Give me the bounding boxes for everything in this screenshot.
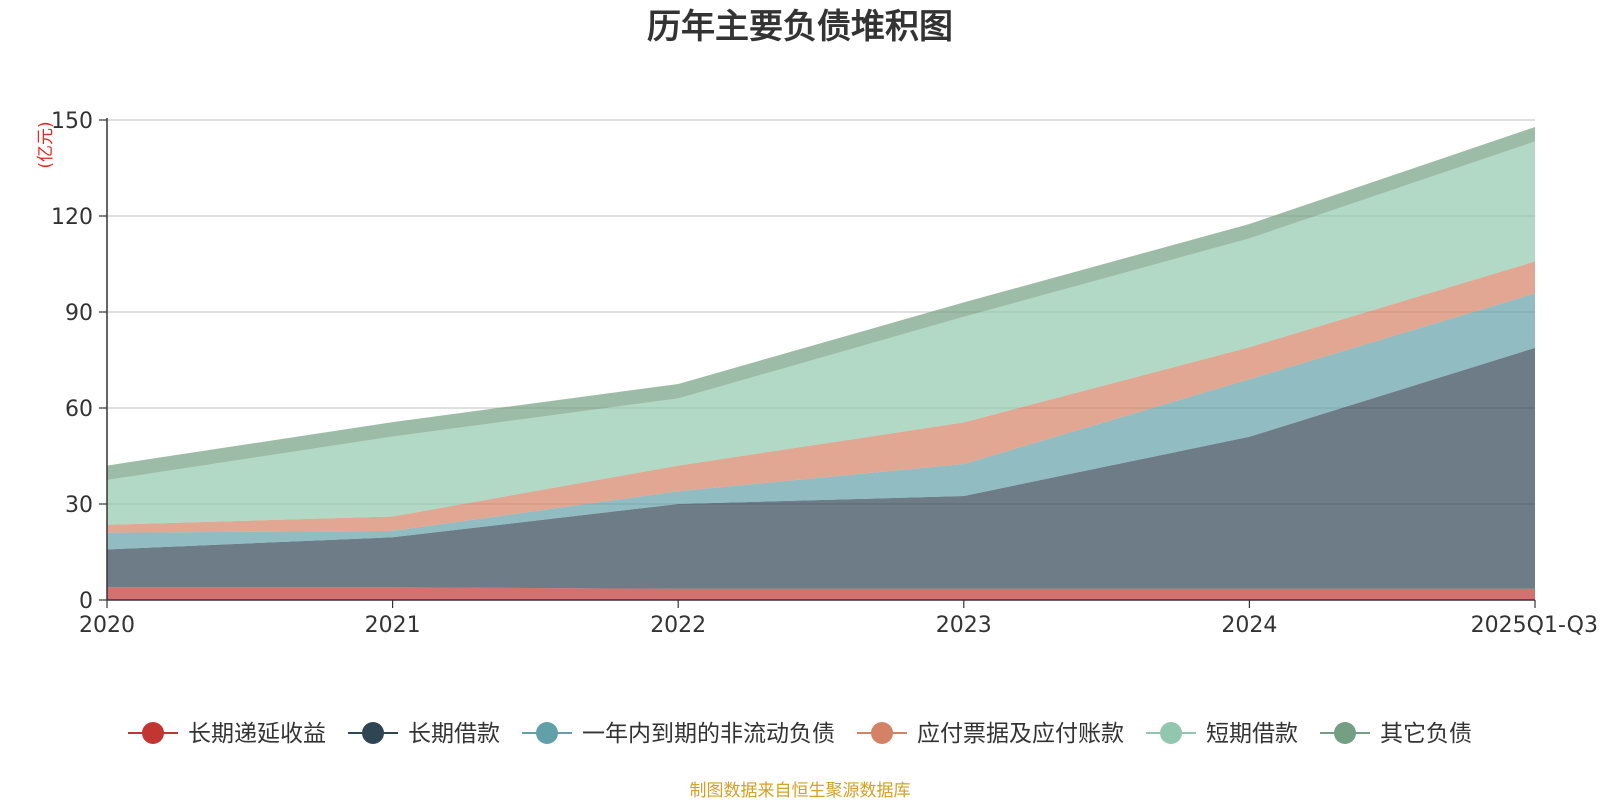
area-series-长期递延收益[interactable] <box>107 587 1535 600</box>
y-tick-label: 90 <box>65 301 93 326</box>
legend-label: 应付票据及应付账款 <box>917 721 1124 747</box>
legend-label: 其它负债 <box>1380 721 1472 747</box>
y-tick-label: 0 <box>79 589 93 614</box>
legend-circle-icon <box>1334 722 1356 744</box>
axes: 0 30 60 90 120 150 2020 2021 2022 2023 2024 2025Q1-… <box>51 109 1598 638</box>
x-tick-label: 2023 <box>936 613 992 638</box>
legend-label: 短期借款 <box>1206 721 1298 747</box>
legend-label: 一年内到期的非流动负债 <box>582 721 835 747</box>
y-tick-label: 60 <box>65 397 93 422</box>
legend-circle-icon <box>536 722 558 744</box>
y-tick-label: 30 <box>65 493 93 518</box>
legend-item-一年内到期的非流动负债[interactable]: 一年内到期的非流动负债 <box>522 721 835 747</box>
x-tick-label: 2025Q1-Q3 <box>1471 613 1598 638</box>
legend-circle-icon <box>362 722 384 744</box>
x-tick-label: 2022 <box>650 613 706 638</box>
area-series-其它负债[interactable] <box>107 127 1535 480</box>
legend-circle-icon <box>142 722 164 744</box>
y-tick-label: 120 <box>51 205 93 230</box>
area-series-一年内到期的非流动负债[interactable] <box>107 293 1535 550</box>
chart-title: 历年主要负债堆积图 <box>647 7 953 47</box>
x-tick-label: 2021 <box>365 613 421 638</box>
legend-item-长期递延收益[interactable]: 长期递延收益 <box>128 721 326 747</box>
area-series-group <box>107 127 1535 600</box>
source-note: 制图数据来自恒生聚源数据库 <box>690 781 911 800</box>
x-tick-label: 2024 <box>1221 613 1277 638</box>
legend-label: 长期借款 <box>408 721 500 747</box>
y-tick-label: 150 <box>51 109 93 134</box>
x-tick-label: 2020 <box>79 613 135 638</box>
y-axis-unit-label: (亿元) <box>36 121 56 168</box>
legend-label: 长期递延收益 <box>188 721 326 747</box>
legend-item-长期借款[interactable]: 长期借款 <box>348 721 500 747</box>
legend[interactable]: 长期递延收益 长期借款 一年内到期的非流动负债 应付票据及应付账款 短期借款 其它负债 <box>128 721 1472 747</box>
legend-circle-icon <box>871 722 893 744</box>
area-series-长期借款[interactable] <box>107 347 1535 589</box>
legend-circle-icon <box>1160 722 1182 744</box>
legend-item-其它负债[interactable]: 其它负债 <box>1320 721 1472 747</box>
legend-item-应付票据及应付账款[interactable]: 应付票据及应付账款 <box>857 721 1124 747</box>
legend-item-短期借款[interactable]: 短期借款 <box>1146 721 1298 747</box>
area-series-短期借款[interactable] <box>107 141 1535 525</box>
